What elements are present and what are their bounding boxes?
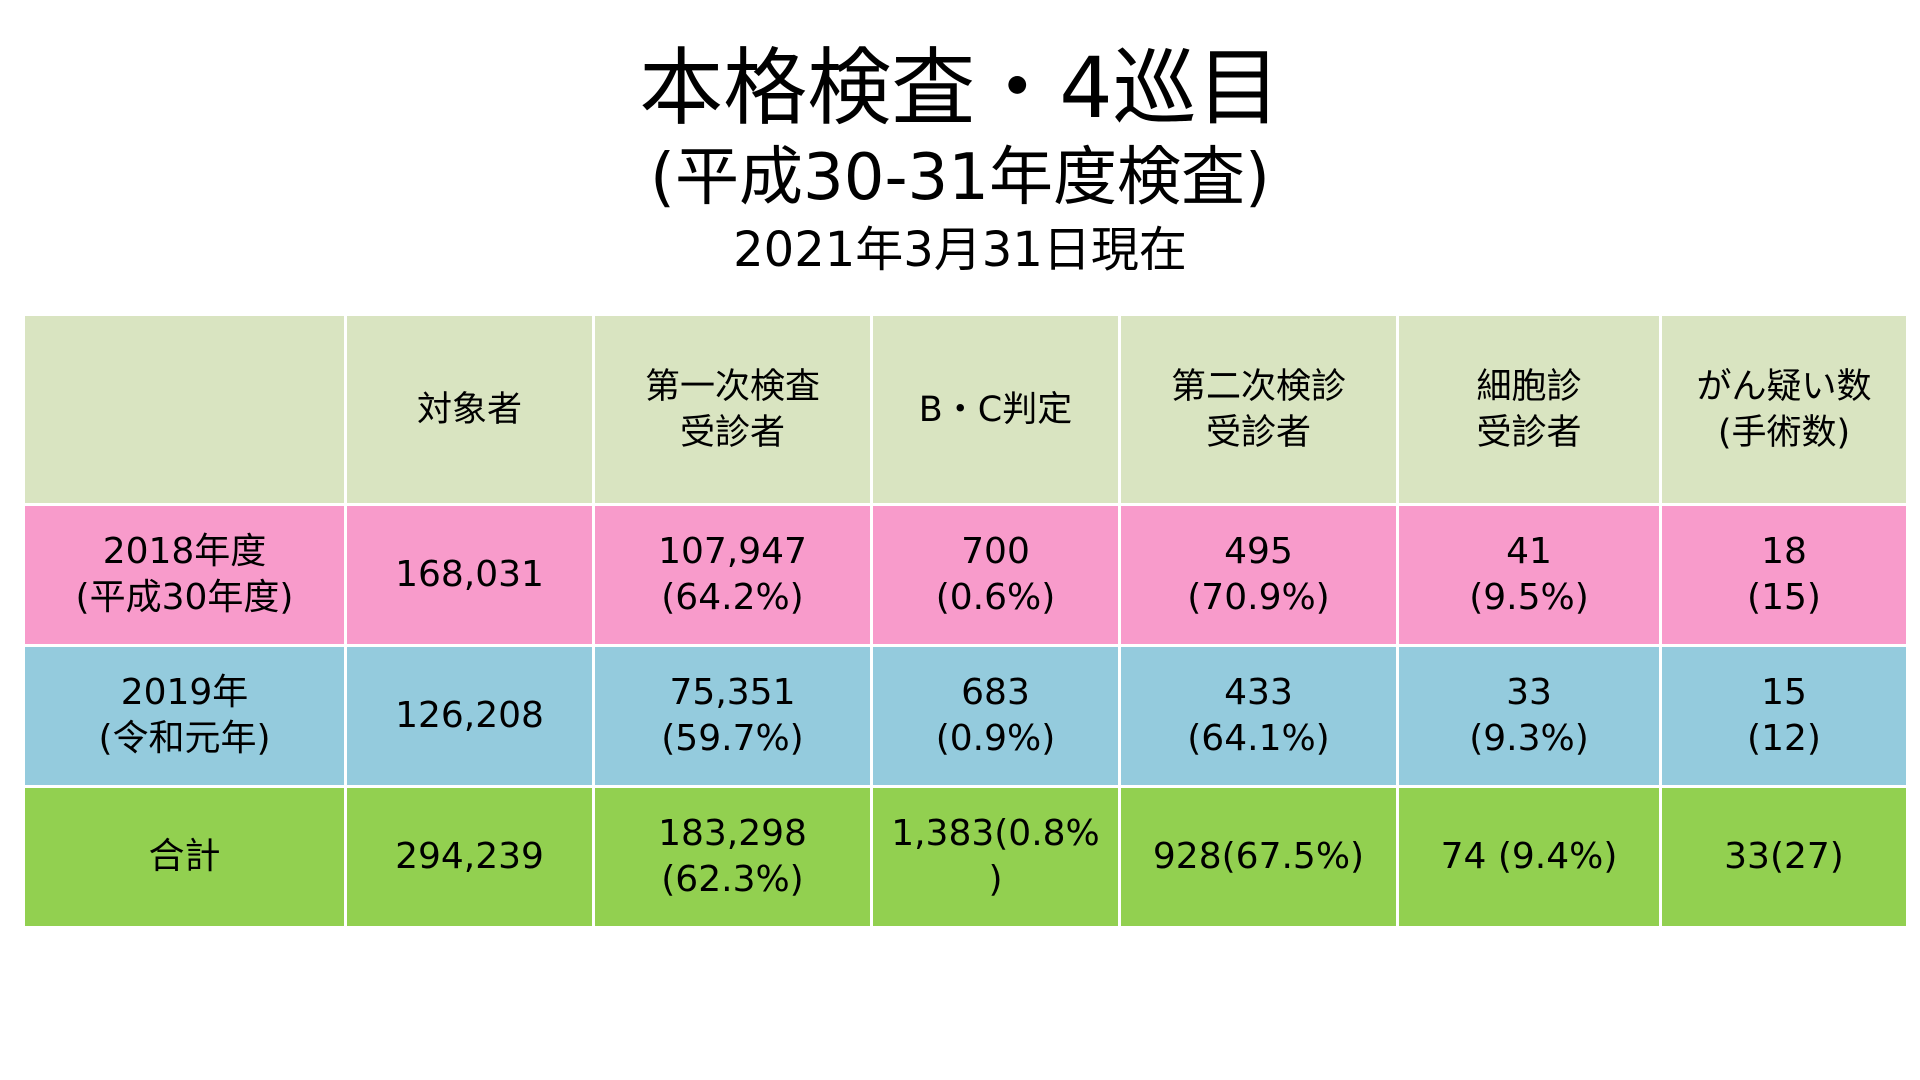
page-subtitle: (平成30-31年度検査)	[650, 141, 1270, 215]
table-cell: 107,947 (64.2%)	[592, 503, 873, 647]
table-cell: 700 (0.6%)	[870, 503, 1121, 647]
table-cell: 126,208	[344, 644, 595, 788]
table-cell: 433 (64.1%)	[1118, 644, 1399, 788]
header-cell-target: 対象者	[344, 313, 595, 506]
row-label: 2019年 (令和元年)	[22, 644, 347, 788]
table-cell: 495 (70.9%)	[1118, 503, 1399, 647]
table-cell: 33(27)	[1659, 785, 1909, 929]
header-cell-primary: 第一次検査 受診者	[592, 313, 873, 506]
table-row-total: 合計 294,239 183,298 (62.3%) 1,383(0.8% ) …	[22, 785, 1909, 929]
table-cell: 168,031	[344, 503, 595, 647]
table-cell: 18 (15)	[1659, 503, 1909, 647]
table-header-row: 対象者 第一次検査 受診者 B・C判定 第二次検診 受診者 細胞診 受診者 がん…	[22, 313, 1909, 506]
header-cell-bc: B・C判定	[870, 313, 1121, 506]
table-cell: 41 (9.5%)	[1396, 503, 1662, 647]
table-cell: 75,351 (59.7%)	[592, 644, 873, 788]
row-label: 合計	[22, 785, 347, 929]
table-cell: 15 (12)	[1659, 644, 1909, 788]
table-cell: 294,239	[344, 785, 595, 929]
header-cell-blank	[22, 313, 347, 506]
table-row: 2018年度 (平成30年度) 168,031 107,947 (64.2%) …	[22, 503, 1909, 647]
table-cell: 183,298 (62.3%)	[592, 785, 873, 929]
header-cell-secondary: 第二次検診 受診者	[1118, 313, 1399, 506]
page-title: 本格検査・4巡目	[639, 39, 1281, 137]
table-cell: 928(67.5%)	[1118, 785, 1399, 929]
table-row: 2019年 (令和元年) 126,208 75,351 (59.7%) 683 …	[22, 644, 1909, 788]
table-cell: 33 (9.3%)	[1396, 644, 1662, 788]
results-table: 対象者 第一次検査 受診者 B・C判定 第二次検診 受診者 細胞診 受診者 がん…	[22, 313, 1909, 929]
table-cell: 1,383(0.8% )	[870, 785, 1121, 929]
header-cell-cytology: 細胞診 受診者	[1396, 313, 1662, 506]
table-cell: 74 (9.4%)	[1396, 785, 1662, 929]
as-of-date: 2021年3月31日現在	[733, 222, 1187, 278]
row-label: 2018年度 (平成30年度)	[22, 503, 347, 647]
table-cell: 683 (0.9%)	[870, 644, 1121, 788]
header-cell-suspected: がん疑い数 (手術数)	[1659, 313, 1909, 506]
